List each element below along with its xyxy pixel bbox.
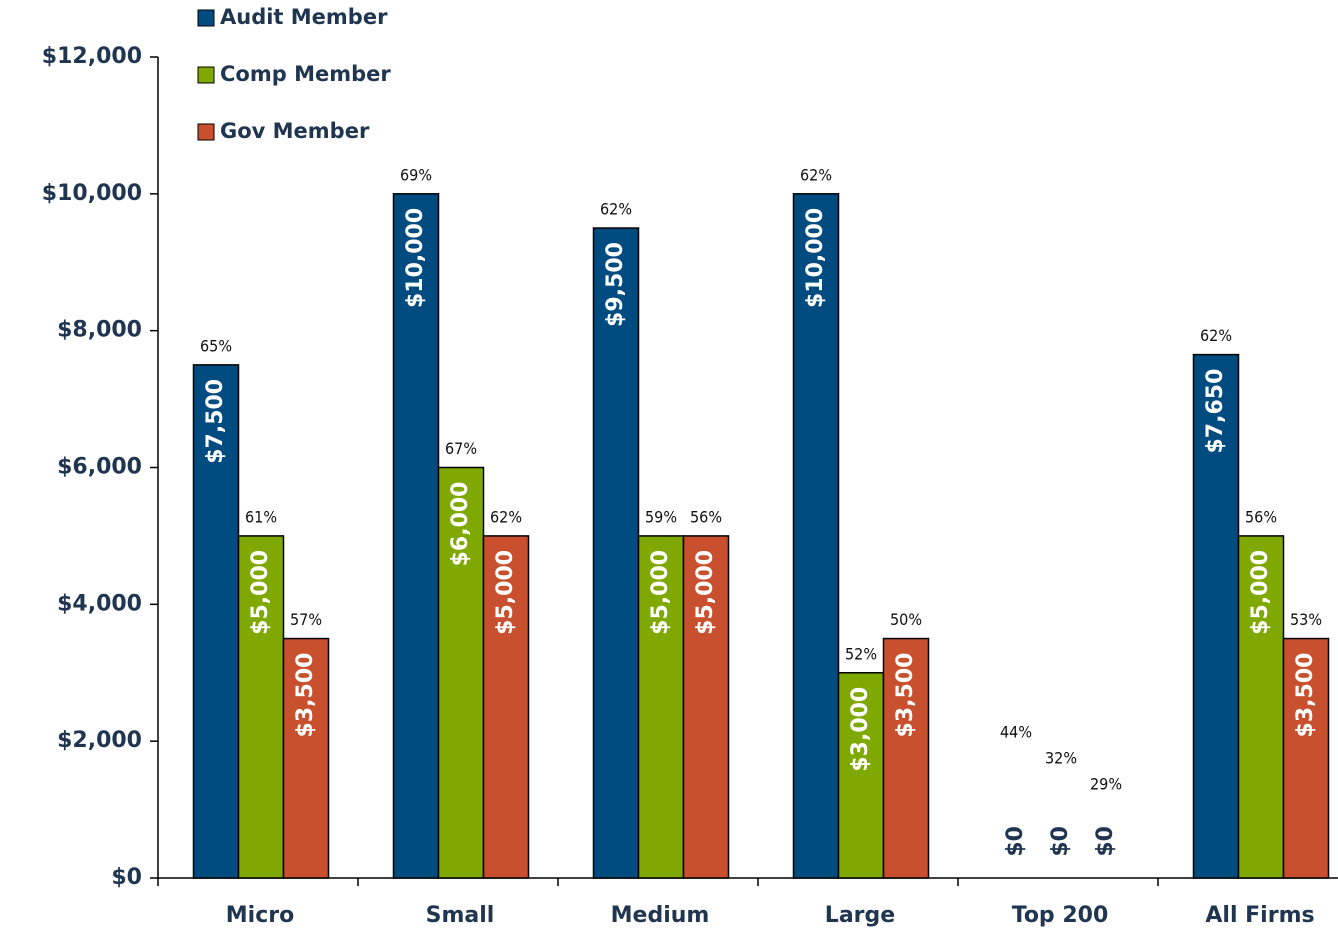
value-label: $5,000 (1248, 550, 1273, 635)
x-tick-label: Micro (226, 903, 294, 928)
value-label: $6,000 (448, 482, 473, 567)
legend-swatch (197, 66, 215, 84)
bar (882, 637, 930, 879)
share-label: 67% (445, 439, 477, 458)
share-label: 62% (800, 165, 832, 184)
value-label: $7,500 (203, 379, 228, 464)
y-tick-label: $0 (111, 865, 142, 890)
bar (437, 466, 485, 879)
share-label: 50% (890, 610, 922, 629)
x-tick-label: Medium (611, 903, 710, 928)
share-label: 69% (400, 165, 432, 184)
legend-label: Comp Member (220, 62, 391, 86)
share-label: 56% (1245, 507, 1277, 526)
value-label: $0 (1048, 826, 1073, 857)
share-label: 62% (490, 507, 522, 526)
value-label: $10,000 (403, 208, 428, 308)
y-tick-label: $12,000 (42, 44, 142, 69)
x-tick-label: Large (825, 903, 895, 928)
value-label: $5,000 (693, 550, 718, 635)
value-label: $3,000 (848, 687, 873, 772)
y-tick-label: $8,000 (57, 318, 142, 343)
y-tick-label: $10,000 (42, 181, 142, 206)
bar (192, 364, 240, 879)
value-label: $3,500 (1293, 653, 1318, 738)
bar (237, 535, 285, 879)
bar (1192, 353, 1240, 879)
value-label: $10,000 (803, 208, 828, 308)
bar (282, 637, 330, 879)
legend-swatch (197, 9, 215, 27)
share-label: 65% (200, 336, 232, 355)
x-tick-label: Small (426, 903, 495, 928)
value-label: $0 (1093, 826, 1118, 857)
y-tick-label: $2,000 (57, 728, 142, 753)
y-tick-label: $4,000 (57, 591, 142, 616)
value-label: $7,650 (1203, 369, 1228, 454)
value-label: $5,000 (248, 550, 273, 635)
value-label: $3,500 (293, 653, 318, 738)
share-label: 62% (600, 200, 632, 219)
share-label: 44% (1000, 723, 1032, 742)
share-label: 53% (1290, 610, 1322, 629)
share-label: 56% (690, 507, 722, 526)
value-label: $5,000 (493, 550, 518, 635)
bar (792, 193, 840, 879)
share-label: 62% (1200, 326, 1232, 345)
bar (637, 535, 685, 879)
y-tick-label: $6,000 (57, 455, 142, 480)
legend-swatch (197, 123, 215, 141)
bar (482, 535, 530, 879)
bar (682, 535, 730, 879)
bar (1282, 637, 1330, 879)
value-label: $3,500 (893, 653, 918, 738)
share-label: 61% (245, 507, 277, 526)
bar (837, 672, 885, 879)
share-label: 32% (1045, 749, 1077, 768)
bar (592, 227, 640, 879)
value-label: $9,500 (603, 242, 628, 327)
value-label: $5,000 (648, 550, 673, 635)
value-label: $0 (1003, 826, 1028, 857)
x-tick-label: Top 200 (1012, 903, 1109, 928)
x-tick-label: All Firms (1205, 903, 1314, 928)
legend-label: Gov Member (220, 119, 370, 143)
share-label: 59% (645, 507, 677, 526)
legend-label: Audit Member (220, 5, 388, 29)
share-label: 57% (290, 610, 322, 629)
share-label: 52% (845, 644, 877, 663)
share-label: 29% (1090, 775, 1122, 794)
